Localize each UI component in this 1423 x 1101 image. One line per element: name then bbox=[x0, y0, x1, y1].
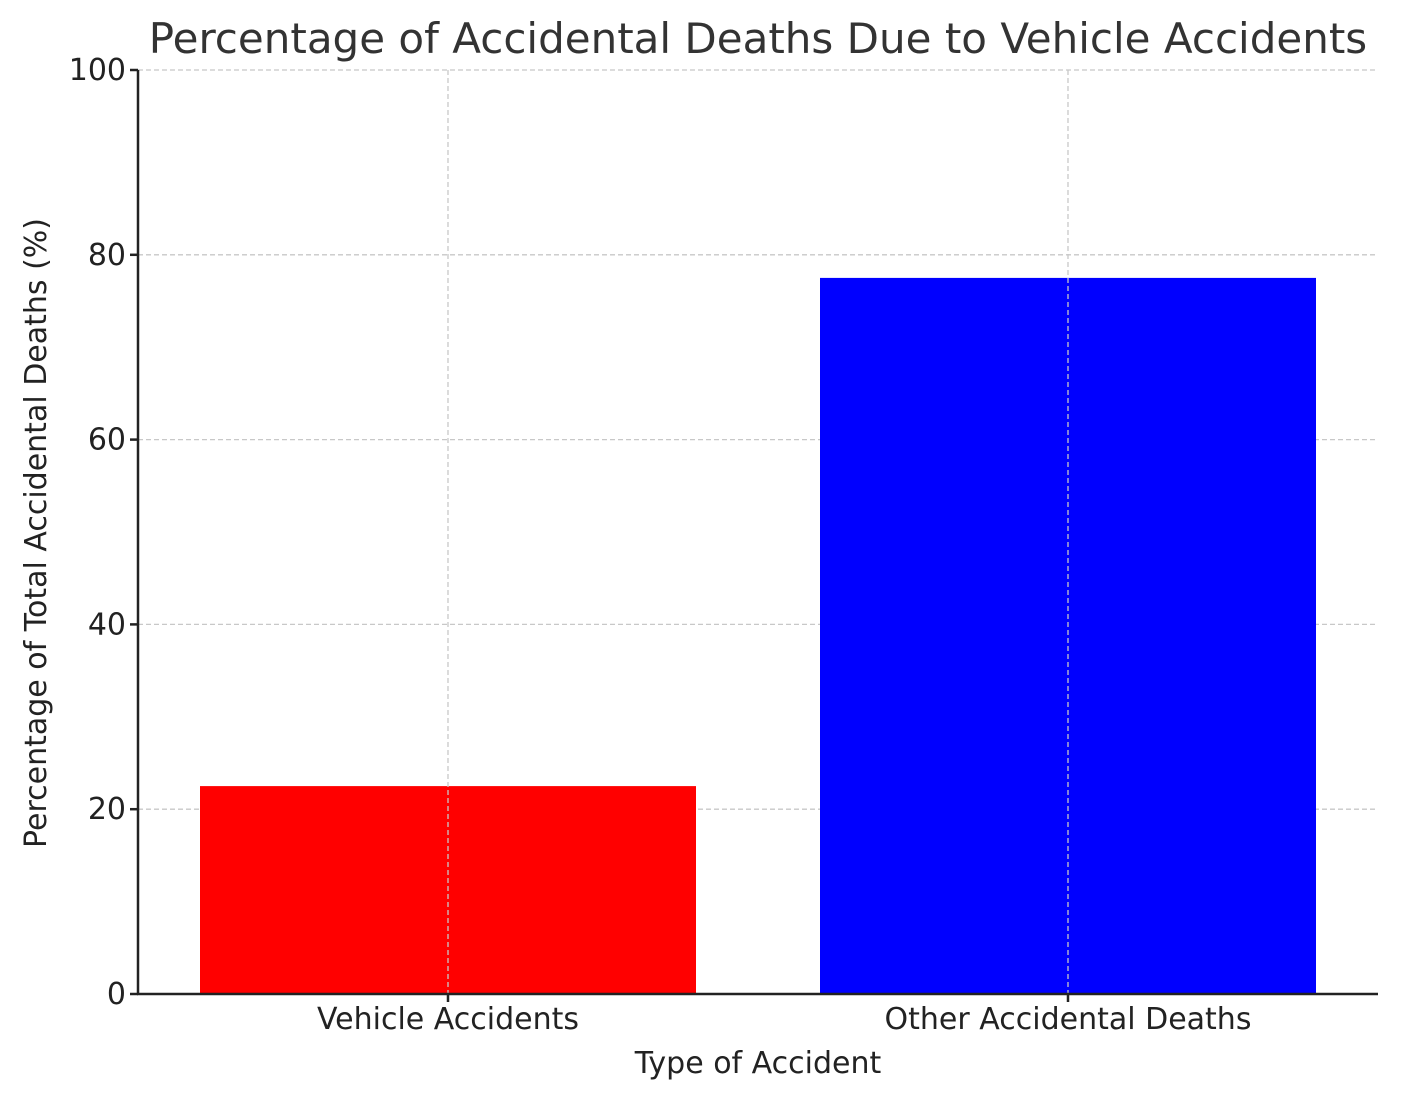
axes bbox=[130, 68, 1378, 1002]
y-axis-label: Percentage of Total Accidental Deaths (%… bbox=[19, 218, 54, 848]
x-axis-label: Type of Accident bbox=[634, 1046, 882, 1081]
bars bbox=[200, 277, 1316, 994]
x-tick-label: Vehicle Accidents bbox=[317, 1002, 579, 1037]
y-tick-labels: 0 20 40 60 80 100 bbox=[69, 53, 126, 1012]
y-tick-label: 40 bbox=[88, 607, 126, 642]
y-tick-label: 80 bbox=[88, 238, 126, 273]
x-tick-labels: Vehicle Accidents Other Accidental Deaths bbox=[317, 1002, 1251, 1037]
y-tick-label: 100 bbox=[69, 53, 126, 88]
y-tick-label: 20 bbox=[88, 792, 126, 827]
chart-title: Percentage of Accidental Deaths Due to V… bbox=[149, 14, 1367, 63]
x-tick-label: Other Accidental Deaths bbox=[885, 1002, 1252, 1037]
x-gridlines bbox=[447, 70, 1069, 994]
y-tick-label: 0 bbox=[107, 977, 126, 1012]
y-tick-label: 60 bbox=[88, 423, 126, 458]
